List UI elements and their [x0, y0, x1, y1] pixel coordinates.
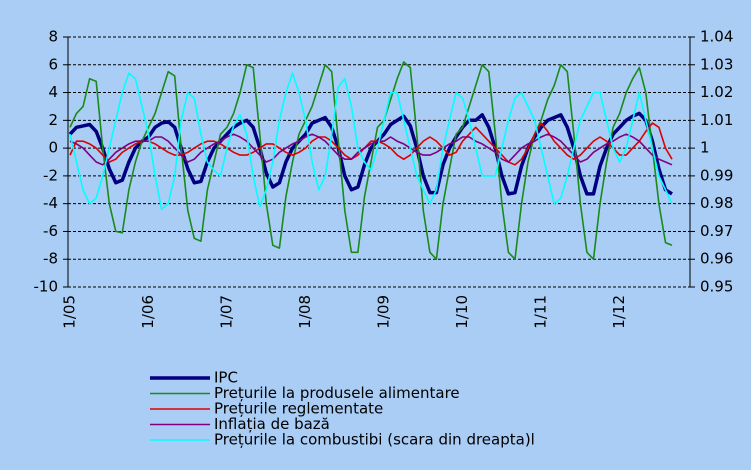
series-line	[68, 111, 673, 196]
series-line	[69, 72, 673, 210]
legend-label: Prețurile reglementate	[214, 400, 383, 418]
x-tick-label: 1/06	[139, 295, 157, 329]
y-tick-label: 8	[48, 28, 58, 46]
x-tick-label: 1/07	[218, 295, 236, 329]
y-tick-label: 0	[48, 139, 58, 157]
x-tick-label: 1/09	[375, 295, 393, 329]
y2-tick-label: 0.97	[700, 222, 733, 240]
y-tick-label: -10	[34, 278, 59, 296]
series-line	[69, 133, 673, 166]
y-tick-label: 2	[48, 111, 58, 129]
y2-tick-label: 1.02	[700, 83, 733, 101]
y-tick-label: -8	[43, 250, 58, 268]
x-tick-label: 1/05	[61, 295, 79, 329]
y-tick-label: -2	[43, 166, 58, 184]
legend-label: IPC	[214, 369, 238, 387]
y-tick-label: 4	[48, 83, 58, 101]
legend-label: Inflația de bază	[214, 415, 330, 433]
y2-tick-label: 0.96	[700, 250, 733, 268]
x-tick-label: 1/11	[532, 295, 550, 329]
y2-tick-label: 1.03	[700, 55, 733, 73]
x-tick-label: 1/08	[296, 295, 314, 329]
legend-label: Prețurile la produsele alimentare	[214, 384, 460, 402]
x-tick-label: 1/10	[453, 295, 471, 329]
y2-tick-label: 1.04	[700, 28, 733, 46]
y2-tick-label: 1	[700, 139, 710, 157]
y2-tick-label: 1.01	[700, 111, 733, 129]
y-tick-label: -4	[43, 194, 58, 212]
x-tick-label: 1/12	[610, 295, 628, 329]
legend-label: Prețurile la combustibi (scara din dreap…	[214, 431, 535, 449]
y2-tick-label: 0.99	[700, 166, 733, 184]
y2-tick-label: 0.98	[700, 194, 733, 212]
y-tick-label: -6	[43, 222, 58, 240]
y-tick-label: 6	[48, 55, 58, 73]
series-line	[69, 61, 673, 260]
y2-tick-label: 0.95	[700, 278, 733, 296]
